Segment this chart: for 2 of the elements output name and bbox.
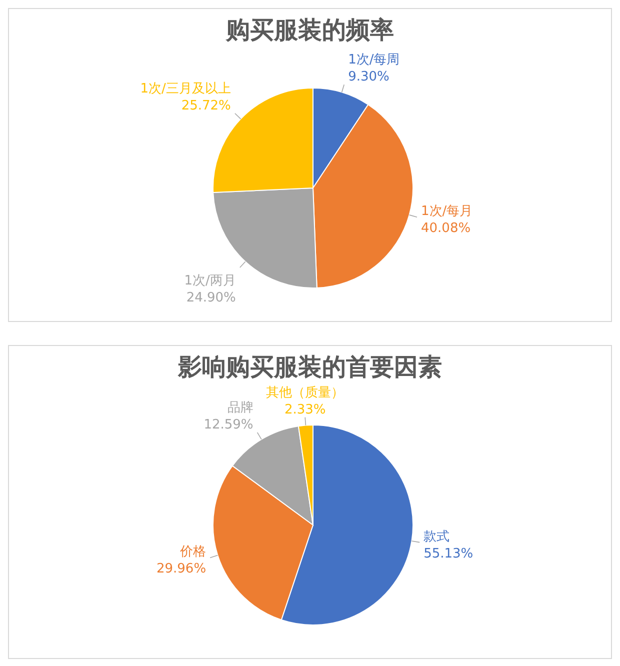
chart-title: 购买服装的频率	[225, 16, 394, 44]
chart-title: 影响购买服装的首要因素	[177, 353, 442, 381]
